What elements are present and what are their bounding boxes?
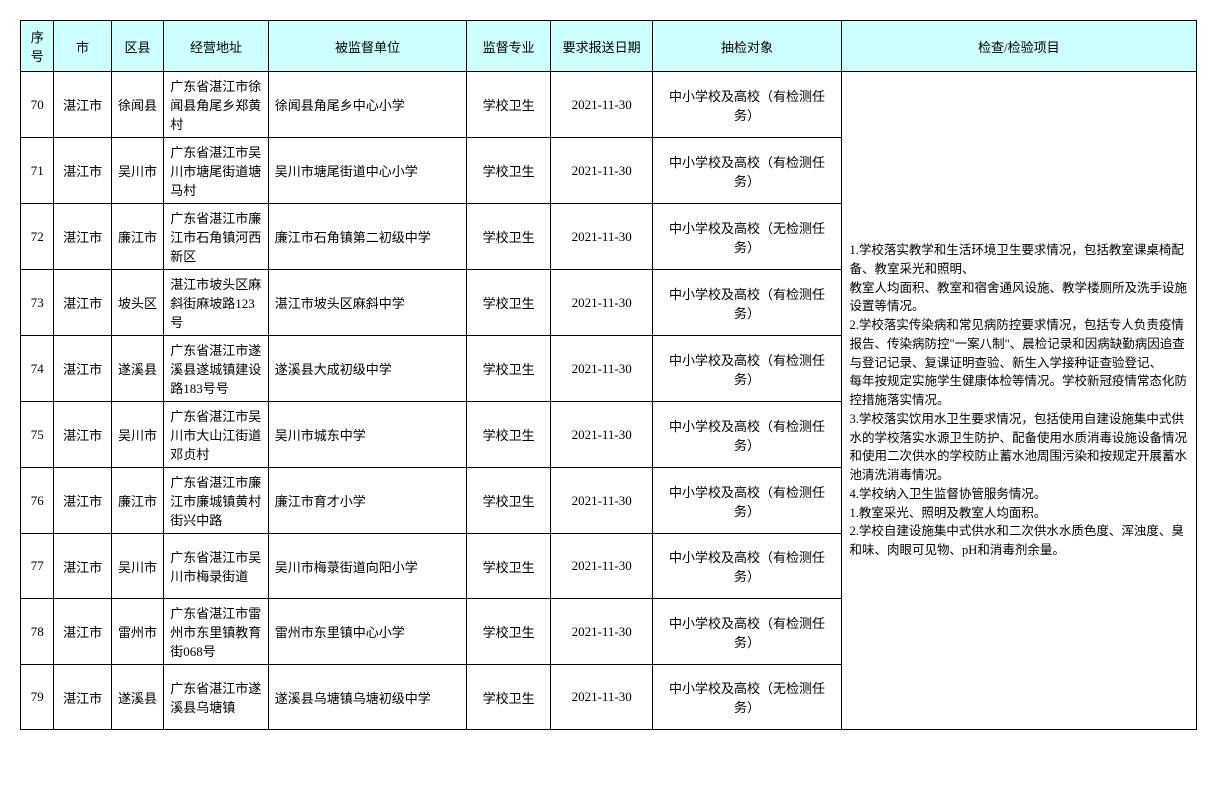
cell-target: 中小学校及高校（有检测任务） [653, 336, 841, 402]
cell-unit: 湛江市坡头区麻斜中学 [268, 270, 467, 336]
cell-date: 2021-11-30 [550, 665, 652, 730]
cell-target: 中小学校及高校（无检测任务） [653, 204, 841, 270]
header-subject: 监督专业 [467, 21, 551, 72]
cell-addr: 广东省湛江市吴川市塘尾街道塘马村 [164, 138, 269, 204]
header-target: 抽检对象 [653, 21, 841, 72]
cell-subject: 学校卫生 [467, 599, 551, 665]
cell-addr: 广东省湛江市遂溪县乌塘镇 [164, 665, 269, 730]
cell-date: 2021-11-30 [550, 138, 652, 204]
cell-target: 中小学校及高校（有检测任务） [653, 534, 841, 599]
header-date: 要求报送日期 [550, 21, 652, 72]
cell-county: 廉江市 [111, 468, 163, 534]
cell-date: 2021-11-30 [550, 468, 652, 534]
cell-city: 湛江市 [54, 204, 111, 270]
cell-target: 中小学校及高校（有检测任务） [653, 402, 841, 468]
cell-subject: 学校卫生 [467, 468, 551, 534]
cell-county: 坡头区 [111, 270, 163, 336]
cell-unit: 吴川市梅菉街道向阳小学 [268, 534, 467, 599]
cell-seq: 79 [21, 665, 54, 730]
cell-county: 吴川市 [111, 402, 163, 468]
cell-target: 中小学校及高校（无检测任务） [653, 665, 841, 730]
header-addr: 经营地址 [164, 21, 269, 72]
cell-addr: 广东省湛江市徐闻县角尾乡郑黄村 [164, 72, 269, 138]
cell-date: 2021-11-30 [550, 402, 652, 468]
cell-unit: 廉江市石角镇第二初级中学 [268, 204, 467, 270]
cell-seq: 71 [21, 138, 54, 204]
cell-city: 湛江市 [54, 534, 111, 599]
cell-target: 中小学校及高校（有检测任务） [653, 138, 841, 204]
cell-subject: 学校卫生 [467, 534, 551, 599]
cell-addr: 广东省湛江市遂溪县遂城镇建设路183号号 [164, 336, 269, 402]
cell-addr: 广东省湛江市雷州市东里镇教育街068号 [164, 599, 269, 665]
cell-city: 湛江市 [54, 599, 111, 665]
cell-city: 湛江市 [54, 138, 111, 204]
cell-addr: 广东省湛江市廉江市廉城镇黄村街兴中路 [164, 468, 269, 534]
cell-subject: 学校卫生 [467, 138, 551, 204]
cell-target: 中小学校及高校（有检测任务） [653, 72, 841, 138]
cell-city: 湛江市 [54, 336, 111, 402]
cell-inspection-items: 1.学校落实教学和生活环境卫生要求情况，包括教室课桌椅配备、教室采光和照明、 教… [841, 72, 1196, 730]
cell-county: 吴川市 [111, 138, 163, 204]
cell-city: 湛江市 [54, 468, 111, 534]
cell-unit: 雷州市东里镇中心小学 [268, 599, 467, 665]
cell-county: 徐闻县 [111, 72, 163, 138]
cell-seq: 73 [21, 270, 54, 336]
cell-date: 2021-11-30 [550, 72, 652, 138]
cell-date: 2021-11-30 [550, 270, 652, 336]
cell-subject: 学校卫生 [467, 270, 551, 336]
cell-city: 湛江市 [54, 402, 111, 468]
cell-seq: 70 [21, 72, 54, 138]
cell-target: 中小学校及高校（有检测任务） [653, 270, 841, 336]
cell-county: 吴川市 [111, 534, 163, 599]
table-header-row: 序号 市 区县 经营地址 被监督单位 监督专业 要求报送日期 抽检对象 检查/检… [21, 21, 1197, 72]
cell-unit: 吴川市塘尾街道中心小学 [268, 138, 467, 204]
header-unit: 被监督单位 [268, 21, 467, 72]
cell-seq: 78 [21, 599, 54, 665]
table-body: 70湛江市徐闻县广东省湛江市徐闻县角尾乡郑黄村徐闻县角尾乡中心小学学校卫生202… [21, 72, 1197, 730]
cell-seq: 74 [21, 336, 54, 402]
cell-unit: 吴川市城东中学 [268, 402, 467, 468]
table-row: 70湛江市徐闻县广东省湛江市徐闻县角尾乡郑黄村徐闻县角尾乡中心小学学校卫生202… [21, 72, 1197, 138]
cell-addr: 广东省湛江市吴川市大山江街道邓贞村 [164, 402, 269, 468]
cell-addr: 广东省湛江市廉江市石角镇河西新区 [164, 204, 269, 270]
cell-date: 2021-11-30 [550, 599, 652, 665]
cell-unit: 徐闻县角尾乡中心小学 [268, 72, 467, 138]
cell-county: 廉江市 [111, 204, 163, 270]
header-seq: 序号 [21, 21, 54, 72]
cell-addr: 湛江市坡头区麻斜街麻坡路123号 [164, 270, 269, 336]
cell-subject: 学校卫生 [467, 72, 551, 138]
cell-target: 中小学校及高校（有检测任务） [653, 599, 841, 665]
cell-date: 2021-11-30 [550, 336, 652, 402]
cell-subject: 学校卫生 [467, 402, 551, 468]
cell-unit: 遂溪县乌塘镇乌塘初级中学 [268, 665, 467, 730]
cell-city: 湛江市 [54, 72, 111, 138]
header-city: 市 [54, 21, 111, 72]
cell-city: 湛江市 [54, 665, 111, 730]
cell-county: 遂溪县 [111, 665, 163, 730]
cell-addr: 广东省湛江市吴川市梅录街道 [164, 534, 269, 599]
cell-date: 2021-11-30 [550, 534, 652, 599]
cell-seq: 77 [21, 534, 54, 599]
cell-subject: 学校卫生 [467, 336, 551, 402]
cell-seq: 72 [21, 204, 54, 270]
cell-unit: 廉江市育才小学 [268, 468, 467, 534]
cell-date: 2021-11-30 [550, 204, 652, 270]
cell-county: 雷州市 [111, 599, 163, 665]
cell-seq: 75 [21, 402, 54, 468]
cell-seq: 76 [21, 468, 54, 534]
cell-subject: 学校卫生 [467, 665, 551, 730]
cell-county: 遂溪县 [111, 336, 163, 402]
inspection-table: 序号 市 区县 经营地址 被监督单位 监督专业 要求报送日期 抽检对象 检查/检… [20, 20, 1197, 730]
cell-target: 中小学校及高校（有检测任务） [653, 468, 841, 534]
cell-unit: 遂溪县大成初级中学 [268, 336, 467, 402]
header-items: 检查/检验项目 [841, 21, 1196, 72]
cell-city: 湛江市 [54, 270, 111, 336]
header-county: 区县 [111, 21, 163, 72]
cell-subject: 学校卫生 [467, 204, 551, 270]
